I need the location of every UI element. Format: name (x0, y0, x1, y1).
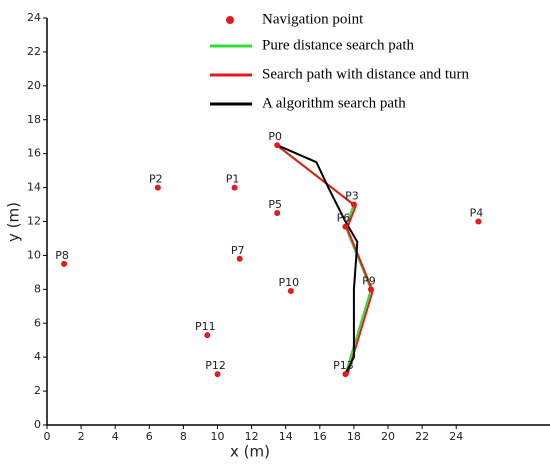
navigation-point (154, 184, 161, 191)
navigation-point (231, 184, 238, 191)
navigation-point (342, 223, 349, 230)
navigation-point (475, 218, 482, 225)
navigation-point (367, 286, 374, 293)
x-tick-label: 20 (381, 430, 395, 443)
y-tick-label: 24 (27, 11, 41, 24)
y-tick-label: 2 (34, 384, 41, 397)
point-label: P13 (333, 359, 354, 372)
x-tick-label: 14 (279, 430, 293, 443)
y-axis-label: y (m) (5, 202, 23, 242)
y-tick-label: 18 (27, 113, 41, 126)
navigation-point (204, 332, 211, 339)
point-label: P8 (55, 249, 69, 262)
navigation-point (350, 201, 357, 208)
y-tick-label: 0 (34, 418, 41, 431)
point-label: P7 (231, 244, 245, 257)
navigation-point (236, 255, 243, 262)
y-tick-label: 16 (27, 147, 41, 160)
navigation-point (274, 142, 281, 149)
y-tick-label: 8 (34, 282, 41, 295)
x-tick-label: 6 (146, 430, 153, 443)
x-axis-label: x (m) (230, 443, 270, 461)
legend-label: Search path with distance and turn (262, 66, 470, 82)
navigation-point (342, 371, 349, 378)
x-tick-label: 24 (449, 430, 463, 443)
y-tick-label: 12 (27, 215, 41, 228)
point-label: P9 (362, 274, 376, 287)
point-label: P4 (470, 207, 484, 220)
legend-label: Pure distance search path (262, 37, 415, 53)
navigation-point (61, 260, 68, 267)
x-tick-label: 2 (78, 430, 85, 443)
point-label: P11 (195, 320, 216, 333)
point-label: P3 (345, 190, 359, 203)
point-label: P0 (268, 130, 282, 143)
legend-marker (226, 16, 234, 24)
y-tick-label: 14 (27, 181, 41, 194)
y-tick-label: 6 (34, 316, 41, 329)
legend-label: Navigation point (262, 11, 364, 27)
y-tick-label: 4 (34, 350, 41, 363)
point-label: P12 (205, 359, 226, 372)
x-tick-label: 8 (180, 430, 187, 443)
x-tick-label: 22 (415, 430, 429, 443)
navigation-point (287, 288, 294, 295)
x-tick-label: 18 (347, 430, 361, 443)
path-line (276, 144, 359, 375)
y-tick-label: 20 (27, 79, 41, 92)
navigation-point (214, 371, 221, 378)
x-tick-label: 10 (211, 430, 225, 443)
x-tick-label: 16 (313, 430, 327, 443)
x-tick-label: 0 (44, 430, 51, 443)
y-tick-label: 10 (27, 248, 41, 261)
x-tick-label: 4 (112, 430, 119, 443)
point-label: P6 (337, 212, 351, 225)
point-label: P2 (149, 173, 163, 186)
point-label: P1 (226, 173, 240, 186)
point-label: P10 (279, 276, 300, 289)
x-tick-label: 12 (245, 430, 259, 443)
y-tick-label: 22 (27, 45, 41, 58)
navigation-point (274, 210, 281, 217)
point-label: P5 (268, 198, 282, 211)
legend-label: A algorithm search path (262, 95, 406, 111)
